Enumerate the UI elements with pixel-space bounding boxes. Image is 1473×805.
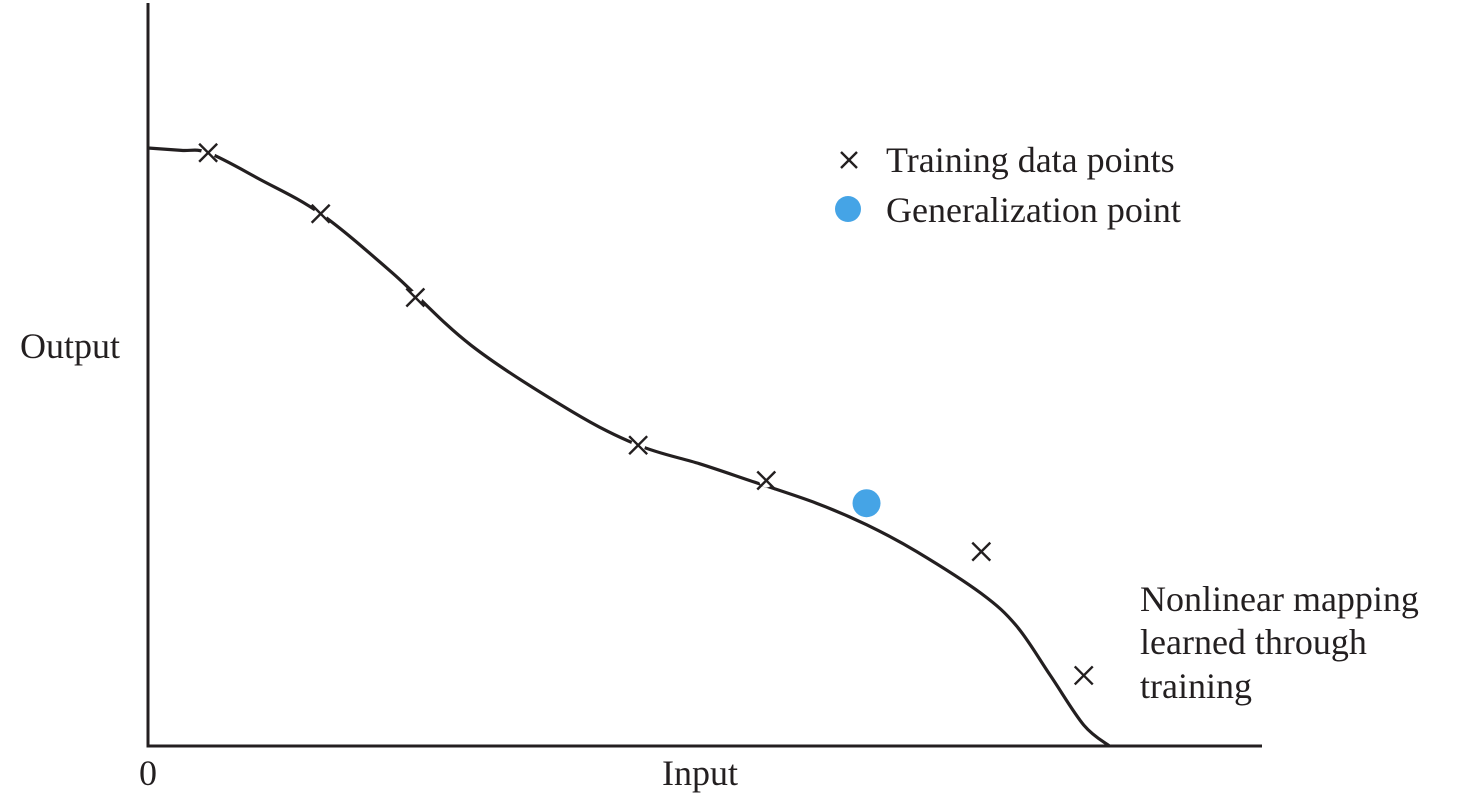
annotation-line-3: training [1140, 666, 1252, 706]
x-axis-label: Input [662, 753, 738, 793]
generalization-point-1 [852, 489, 881, 518]
y-axis-label: Output [20, 326, 120, 366]
legend-training-label: Training data points [886, 140, 1175, 180]
annotation-line-2: learned through [1140, 622, 1367, 662]
training-point-4 [628, 435, 649, 456]
legend-cross-icon [840, 151, 858, 169]
training-points-group [198, 142, 1094, 686]
training-point-6 [971, 541, 992, 562]
training-point-7 [1073, 665, 1094, 686]
legend: Training data points Generalization poin… [835, 140, 1181, 230]
origin-label: 0 [139, 753, 157, 793]
training-point-3 [405, 287, 426, 308]
annotation-line-1: Nonlinear mapping [1140, 579, 1419, 619]
mapping-curve [147, 146, 1111, 748]
training-point-2 [310, 203, 331, 224]
generalization-points-group [852, 489, 881, 518]
legend-generalization-label: Generalization point [886, 190, 1181, 230]
legend-dot-icon [835, 196, 861, 222]
curve-annotation: Nonlinear mapping learned through traini… [1140, 579, 1419, 706]
training-point-1 [198, 142, 219, 163]
training-point-5 [756, 470, 777, 491]
